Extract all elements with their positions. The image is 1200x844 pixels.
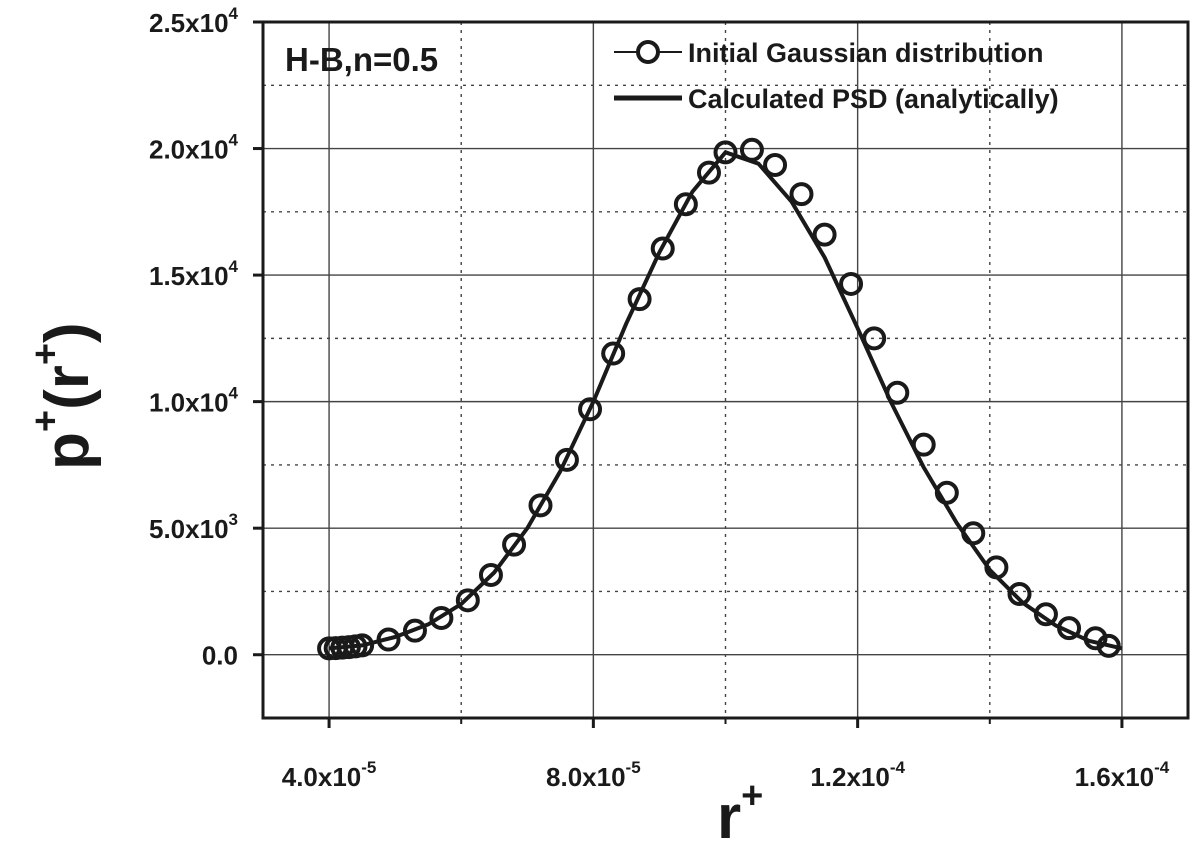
legend: Initial Gaussian distribution Calculated… <box>614 38 1059 114</box>
marker-initial-gaussian <box>376 627 401 652</box>
marker-initial-gaussian <box>429 606 454 631</box>
marker-initial-gaussian <box>554 447 579 472</box>
marker-initial-gaussian <box>528 493 553 518</box>
marker-initial-gaussian <box>839 271 864 296</box>
marker-initial-gaussian <box>961 521 986 546</box>
y-axis-title-base: p <box>33 432 102 470</box>
marker-initial-gaussian <box>627 287 652 312</box>
marker-initial-gaussian <box>739 137 764 162</box>
marker-initial-gaussian <box>1007 581 1032 606</box>
marker-initial-gaussian <box>789 182 814 207</box>
y-tick-label: 1.5x104 <box>149 257 239 291</box>
x-axis-title: r+ <box>717 775 763 844</box>
series-calculated-psd <box>328 150 1123 651</box>
marker-initial-gaussian <box>934 480 959 505</box>
y-axis-title-end: ) <box>33 322 102 343</box>
series-initial-gaussian <box>317 137 1121 661</box>
marker-initial-gaussian <box>1057 616 1082 641</box>
y-axis-title-mid: (r <box>33 365 102 410</box>
marker-initial-gaussian <box>350 633 375 658</box>
legend-marker-circle <box>636 40 660 64</box>
marker-initial-gaussian <box>862 326 887 351</box>
legend-label-calculated-psd: Calculated PSD (analytically) <box>688 84 1059 114</box>
x-tick-label: 1.2x10-4 <box>810 758 905 792</box>
y-tick-label: 1.0x104 <box>149 384 239 418</box>
y-tick-label: 0.0 <box>202 641 238 671</box>
axis-ticks: 4.0x10-5 8.0x10-5 1.2x10-4 1.6x10-4 0.0 5.0x1… <box>149 4 1170 792</box>
marker-initial-gaussian <box>763 152 788 177</box>
y-axis-title-group: p+(r+) <box>25 322 102 470</box>
x-tick-label: 8.0x10-5 <box>546 758 641 792</box>
y-axis-title: p+(r+) <box>25 322 102 470</box>
marker-initial-gaussian <box>402 618 427 643</box>
marker-initial-gaussian <box>1033 602 1058 627</box>
marker-initial-gaussian <box>478 563 503 588</box>
x-tick-label: 1.6x10-4 <box>1075 758 1170 792</box>
marker-initial-gaussian <box>812 222 837 247</box>
marker-initial-gaussian <box>696 160 721 185</box>
marker-initial-gaussian <box>502 532 527 557</box>
y-tick-label: 5.0x103 <box>149 510 238 544</box>
marker-initial-gaussian <box>673 192 698 217</box>
y-axis-title-sup1: + <box>25 410 67 432</box>
marker-initial-gaussian <box>650 236 675 261</box>
line-calculated-psd <box>328 150 1123 651</box>
x-axis-title-base: r <box>717 783 741 844</box>
marker-initial-gaussian <box>911 432 936 457</box>
marker-initial-gaussian <box>578 397 603 422</box>
x-tick-label: 4.0x10-5 <box>282 758 377 792</box>
marker-initial-gaussian <box>984 555 1009 580</box>
marker-initial-gaussian <box>713 140 738 165</box>
marker-initial-gaussian <box>455 588 480 613</box>
x-axis-title-sup: + <box>741 775 763 817</box>
marker-initial-gaussian <box>601 341 626 366</box>
marker-initial-gaussian <box>1096 633 1121 658</box>
y-tick-label: 2.0x104 <box>149 131 239 165</box>
y-axis-title-sup2: + <box>25 343 67 365</box>
y-tick-label: 2.5x104 <box>149 4 239 38</box>
marker-initial-gaussian <box>885 380 910 405</box>
annotation-label: H-B,n=0.5 <box>285 41 438 78</box>
legend-label-initial-gaussian: Initial Gaussian distribution <box>688 38 1044 68</box>
grid <box>263 22 1188 718</box>
